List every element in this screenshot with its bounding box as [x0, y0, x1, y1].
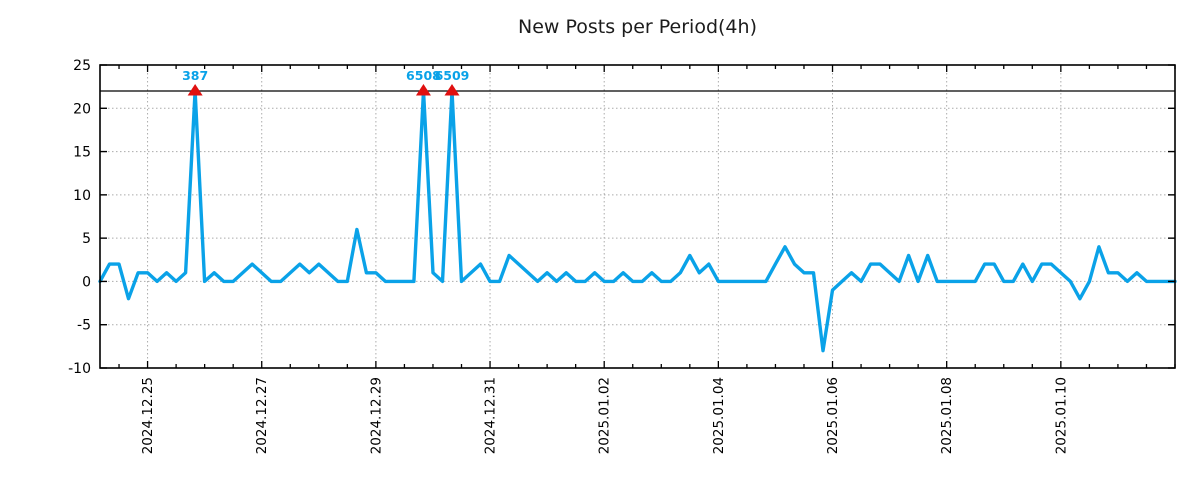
y-tick-label: 15 [73, 145, 91, 161]
series-line [98, 89, 1177, 353]
chart-title: New Posts per Period(4h) [518, 16, 757, 38]
y-tick-label: -10 [68, 361, 91, 377]
y-tick-label: 10 [73, 188, 91, 204]
y-axis: -10 -5 0 5 10 15 20 25 [68, 58, 1175, 377]
y-tick-label: 5 [82, 231, 91, 247]
x-tick-label: 2025.01.02 [597, 377, 613, 454]
x-tick-label: 2024.12.25 [140, 377, 156, 454]
x-tick-label: 2025.01.06 [825, 377, 841, 454]
x-tick-label: 2025.01.04 [711, 377, 727, 454]
y-tick-label: 25 [73, 58, 91, 74]
peak-marker-icon [415, 83, 431, 96]
y-tick-label: 20 [73, 101, 91, 117]
y-tick-label: -5 [77, 318, 91, 334]
y-tick-label: 0 [82, 274, 91, 290]
peak-marker-icon [444, 83, 460, 96]
annotation-label: 6509 [435, 68, 470, 83]
plot-border [99, 64, 1176, 369]
x-tick-label: 2025.01.10 [1053, 377, 1069, 454]
annotation-label: 6508 [406, 68, 441, 83]
annotation-label: 387 [182, 68, 208, 83]
x-tick-label: 2025.01.08 [939, 377, 955, 454]
x-axis: 2024.12.25 2024.12.27 2024.12.29 2024.12.31… [118, 65, 1176, 454]
x-tick-label: 2024.12.27 [254, 377, 270, 454]
x-tick-label: 2024.12.31 [483, 377, 499, 454]
peak-marker-icon [187, 83, 203, 96]
gridlines [100, 65, 1175, 368]
x-tick-label: 2024.12.29 [368, 377, 384, 454]
